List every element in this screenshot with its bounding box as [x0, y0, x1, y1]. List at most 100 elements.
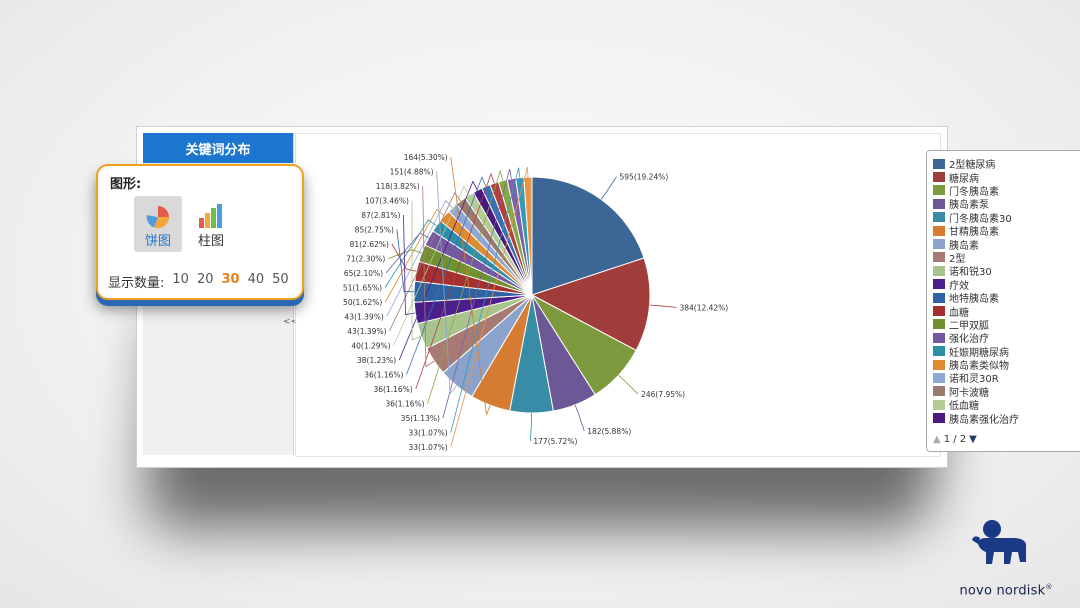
pie-leader-line [427, 169, 504, 404]
legend-item[interactable]: 门冬胰岛素30 [933, 211, 1080, 225]
pie-leader-line [384, 219, 437, 288]
pie-data-label: 177(5.72%) [533, 437, 577, 446]
pie-leader-line [411, 200, 422, 341]
legend-item[interactable]: 二甲双胍 [933, 318, 1080, 332]
count-option-50[interactable]: 50 [272, 272, 289, 287]
legend-item[interactable]: 甘精胰岛素 [933, 224, 1080, 239]
novo-nordisk-logo: novo nordisk® [956, 518, 1056, 598]
pie-data-label: 33(1.07%) [408, 429, 447, 438]
legend-swatch [933, 319, 945, 330]
legend-label: 阿卡波糖 [949, 387, 989, 399]
pie-data-label: 118(3.82%) [376, 182, 420, 191]
legend-label: 胰岛素泵 [949, 200, 989, 212]
pie-leader-line [529, 412, 532, 442]
pie-data-label: 51(1.65%) [343, 284, 382, 293]
legend-label: 强化治疗 [949, 334, 989, 346]
legend-item[interactable]: 强化治疗 [933, 331, 1080, 346]
legend-label: 疗效 [949, 280, 969, 292]
legend-label: 胰岛素强化治疗 [949, 414, 1019, 426]
pie-chart: 595(19.24%) 384(12.42%) 246(7.95%) 182(5.88… [343, 153, 728, 452]
pie-leader-line [391, 243, 417, 272]
legend-swatch [933, 172, 945, 183]
pie-leader-line [385, 232, 429, 274]
bull-logo-icon [972, 520, 1026, 564]
pie-leader-line [396, 229, 415, 293]
count-option-10[interactable]: 10 [172, 272, 189, 287]
legend-label: 门冬胰岛素 [949, 186, 999, 198]
count-option-30[interactable]: 30 [221, 272, 240, 287]
pie-data-label: 164(5.30%) [404, 153, 448, 162]
legend-item[interactable]: 妊娠期糖尿病 [933, 344, 1080, 359]
legend-item[interactable]: 胰岛素泵 [933, 197, 1080, 212]
legend-swatch [933, 332, 945, 343]
legend-label: 二甲双胍 [949, 320, 989, 332]
count-label: 显示数量: [108, 276, 165, 291]
count-option-40[interactable]: 40 [247, 272, 265, 287]
legend-swatch [933, 399, 945, 410]
legend-item[interactable]: 胰岛素类似物 [933, 358, 1080, 373]
pie-data-label: 36(1.16%) [364, 371, 403, 380]
pie-leader-line [618, 374, 639, 395]
legend-item[interactable]: 血糖 [933, 304, 1080, 319]
legend-item[interactable]: 疗效 [933, 278, 1080, 292]
legend-label: 妊娠期糖尿病 [949, 347, 1009, 359]
legend-label: 糖尿病 [949, 173, 979, 185]
legend-swatch [933, 158, 945, 169]
pie-leader-line [600, 176, 617, 200]
pie-data-label: 246(7.95%) [641, 390, 685, 399]
legend-label: 门冬胰岛素30 [949, 213, 1012, 225]
legend-item[interactable]: 阿卡波糖 [933, 385, 1080, 399]
page-up-icon[interactable]: ▲ [933, 434, 941, 445]
pie-data-label: 65(2.10%) [344, 269, 383, 278]
pie-slice[interactable] [530, 257, 651, 352]
legend-swatch [933, 185, 945, 196]
pie-leader-line [649, 304, 677, 308]
pie-chart-icon [146, 205, 170, 229]
legend-swatch [933, 346, 945, 357]
legend-item[interactable]: 糖尿病 [933, 170, 1080, 185]
pie-data-label: 35(1.13%) [401, 414, 440, 423]
legend-item[interactable]: 2型糖尿病 [933, 157, 1080, 172]
legend-label: 2型 [949, 253, 966, 265]
page-down-icon[interactable]: ▼ [969, 434, 977, 445]
pie-leader-line [386, 199, 453, 317]
legend-swatch [933, 359, 945, 370]
pie-leader-line [406, 176, 487, 375]
pie-slice[interactable] [531, 176, 645, 296]
pie-chart-button[interactable]: 饼图 [134, 196, 182, 252]
legend-label: 诺和锐30 [949, 267, 992, 279]
pie-leader-line [384, 208, 445, 303]
legend-label: 甘精胰岛素 [949, 227, 999, 239]
pie-leader-line [450, 156, 491, 415]
pie-data-label: 595(19.24%) [620, 173, 669, 182]
legend-item[interactable]: 胰岛素 [933, 237, 1080, 252]
legend-label: 胰岛素类似物 [949, 361, 1009, 373]
bar-chart-icon [199, 204, 222, 228]
display-count-row: 显示数量: 10 20 30 40 50 [108, 272, 289, 291]
legend-item[interactable]: 胰岛素强化治疗 [933, 411, 1080, 426]
collapse-icon[interactable]: << [283, 317, 299, 327]
legend-item[interactable]: 2型 [933, 251, 1080, 265]
pie-data-label: 85(2.75%) [355, 226, 394, 235]
bar-chart-button[interactable]: 柱图 [190, 196, 232, 252]
pie-data-label: 40(1.29%) [351, 342, 390, 351]
legend-label: 低血糖 [949, 401, 979, 413]
legend-swatch [933, 386, 945, 397]
legend-item[interactable]: 诺和灵30R [933, 371, 1080, 385]
pie-leader-line [422, 185, 435, 368]
legend-item[interactable]: 门冬胰岛素 [933, 184, 1080, 198]
pie-slice[interactable] [523, 176, 533, 296]
pie-data-label: 71(2.30%) [346, 255, 385, 264]
pie-data-label: 50(1.62%) [343, 298, 382, 307]
legend-item[interactable]: 地特胰岛素 [933, 291, 1080, 305]
legend-label: 2型糖尿病 [949, 160, 996, 172]
legend-item[interactable]: 诺和锐30 [933, 264, 1080, 279]
pie-leader-line [398, 180, 478, 361]
legend-swatch [933, 212, 945, 223]
pie-leader-line [574, 404, 585, 432]
count-option-20[interactable]: 20 [196, 272, 214, 287]
legend-swatch [933, 252, 945, 263]
legend-swatch [933, 372, 945, 383]
legend-item[interactable]: 低血糖 [933, 398, 1080, 413]
legend-swatch [933, 265, 945, 276]
